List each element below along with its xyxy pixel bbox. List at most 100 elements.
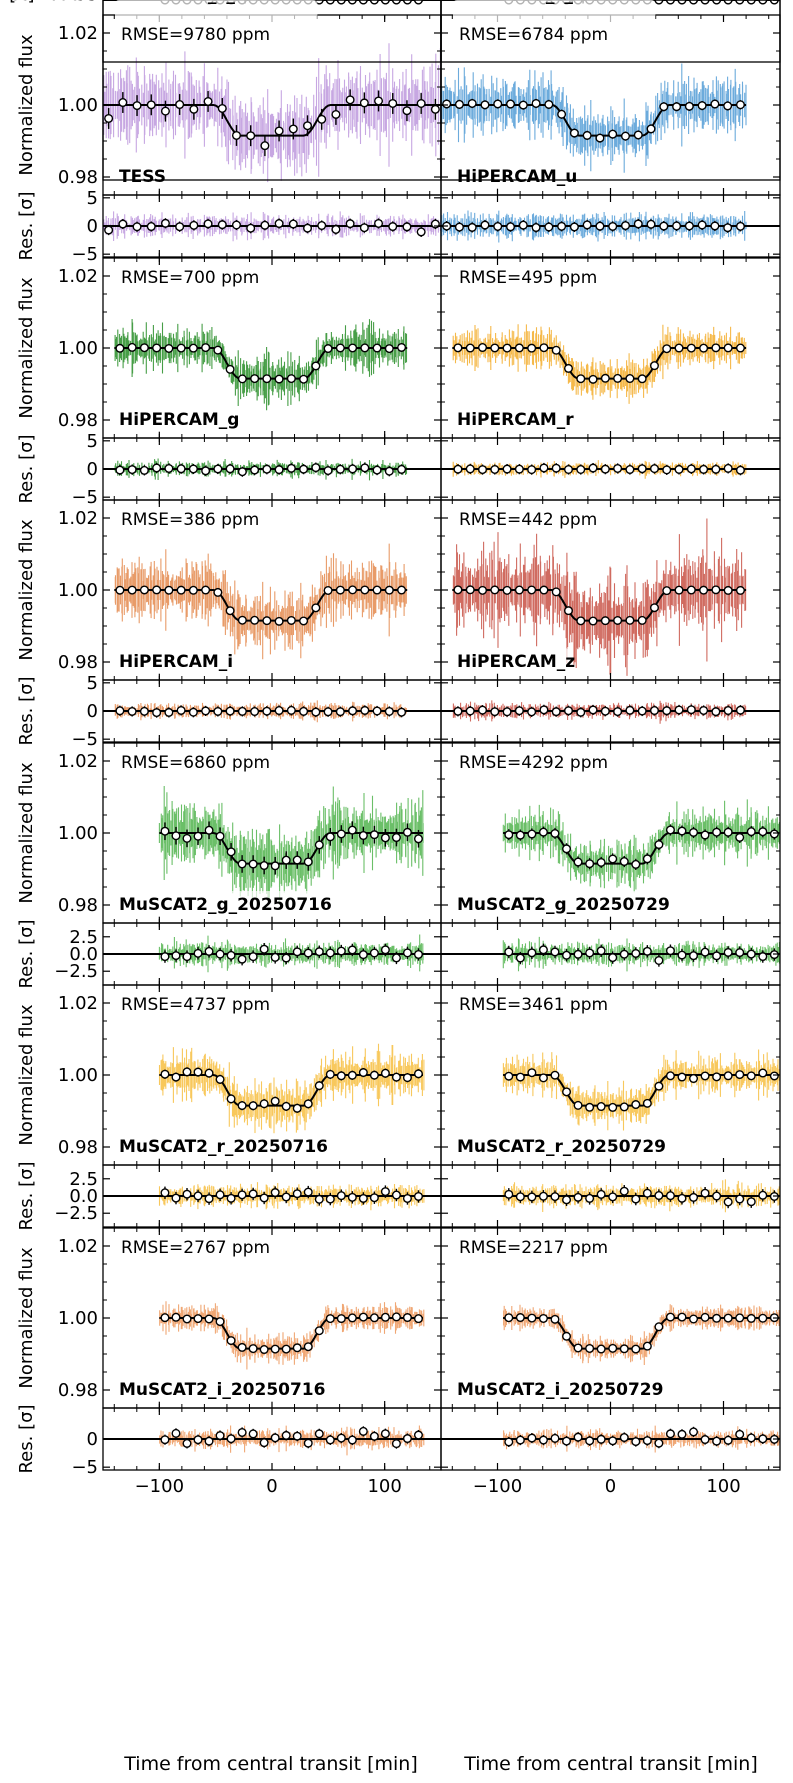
residual-point (596, 946, 606, 956)
binned-point (700, 830, 710, 840)
residual-point (391, 1190, 401, 1200)
residual-point (569, 222, 579, 232)
residual-point (723, 947, 733, 957)
label-background (453, 1133, 656, 1159)
flux-tick-label: 0.98 (58, 1380, 98, 1401)
binned-point (347, 825, 357, 835)
binned-point (665, 825, 675, 835)
residual-plot-area (441, 460, 780, 479)
panel-hipercam_i: 0.98 1.00 1.02 −5 0 5 Normalized flux Res. [σ] R… (16, 499, 442, 750)
binned-point (642, 1341, 652, 1351)
residual-point (104, 225, 114, 235)
binned-point (201, 343, 211, 353)
res-tick-label: −2.5 (54, 1203, 98, 1224)
residual-point (292, 947, 302, 957)
label-background (115, 0, 318, 26)
residual-point (550, 947, 560, 957)
x-tick-label: −100 (473, 1476, 522, 1497)
residual-plot-area (103, 1425, 441, 1456)
residual-point (325, 1194, 335, 1204)
binned-point (582, 130, 592, 140)
residual-point (539, 463, 549, 473)
residual-point (391, 953, 401, 963)
residual-point (311, 707, 321, 717)
binned-point (711, 343, 721, 353)
instrument-label: MuSCAT2_i_20250716 (119, 1380, 325, 1400)
binned-point (619, 1344, 629, 1354)
residual-point (637, 706, 647, 716)
res-tick-label: −2.5 (54, 0, 98, 5)
binned-point (677, 1072, 687, 1082)
res-tick-label: 0.0 (69, 1186, 98, 1207)
binned-point (347, 1313, 357, 1323)
residual-point (735, 465, 745, 475)
residual-point (384, 706, 394, 716)
binned-point (369, 1313, 379, 1323)
residual-point (502, 707, 512, 717)
residual-point (544, 222, 554, 232)
binned-point (127, 585, 137, 595)
residual-point (171, 951, 181, 961)
flux-plot-area (502, 799, 780, 893)
residual-point (175, 222, 185, 232)
residual-point (735, 705, 745, 715)
binned-point (384, 585, 394, 595)
residual-point (758, 1190, 768, 1200)
residual-point (288, 219, 298, 229)
binned-point (250, 374, 260, 384)
binned-point (262, 374, 272, 384)
binned-point (336, 1314, 346, 1324)
binned-point (303, 1342, 313, 1352)
residual-point (585, 1193, 595, 1203)
binned-point (502, 585, 512, 595)
binned-point (588, 616, 598, 626)
binned-point (700, 1071, 710, 1081)
binned-point (372, 585, 382, 595)
binned-point (374, 96, 384, 106)
binned-point (345, 95, 355, 105)
binned-point (504, 830, 514, 840)
binned-point (152, 585, 162, 595)
binned-point (557, 109, 567, 119)
flux-axis-label: Normalized flux (16, 1004, 37, 1146)
residual-point (237, 1427, 247, 1437)
residual-point (686, 464, 696, 474)
res-tick-label: 0 (87, 216, 98, 237)
rmse-annotation: RMSE=3461 ppm (459, 995, 608, 1015)
binned-point (215, 1317, 225, 1327)
flux-axis-label: Normalized flux (16, 1247, 37, 1389)
panel-hipercam_g: 0.98 1.00 1.02 −5 0 5 Normalized flux Res. [σ] R… (16, 257, 442, 508)
residual-point (619, 1433, 629, 1443)
binned-point (689, 1314, 699, 1324)
residual-point (359, 223, 369, 233)
residual-point (303, 1438, 313, 1448)
residual-point (654, 1191, 664, 1201)
binned-point (188, 585, 198, 595)
binned-point (467, 98, 477, 108)
residual-point (358, 1426, 368, 1436)
binned-point (608, 1343, 618, 1353)
binned-point (160, 1313, 170, 1323)
residual-point (360, 463, 370, 473)
flux-plot-area (441, 63, 747, 173)
binned-point (550, 1314, 560, 1324)
binned-point (631, 1344, 641, 1354)
panel-hipercam_r: RMSE=495 ppm HiPERCAM_r (440, 257, 781, 501)
residual-point (689, 951, 699, 961)
binned-point (358, 831, 368, 841)
residual-point (413, 1430, 423, 1440)
binned-point (325, 1069, 335, 1079)
binned-point (176, 343, 186, 353)
residual-point (723, 1435, 733, 1445)
residual-point (515, 953, 525, 963)
residual-plot-area (441, 936, 780, 972)
residual-point (712, 1436, 722, 1446)
binned-point (596, 1102, 606, 1112)
residual-point (201, 706, 211, 716)
residual-point (380, 0, 390, 5)
binned-point (504, 1071, 514, 1081)
residual-point (573, 1432, 583, 1442)
binned-point (637, 374, 647, 384)
binned-point (735, 1313, 745, 1323)
residual-point (514, 706, 524, 716)
